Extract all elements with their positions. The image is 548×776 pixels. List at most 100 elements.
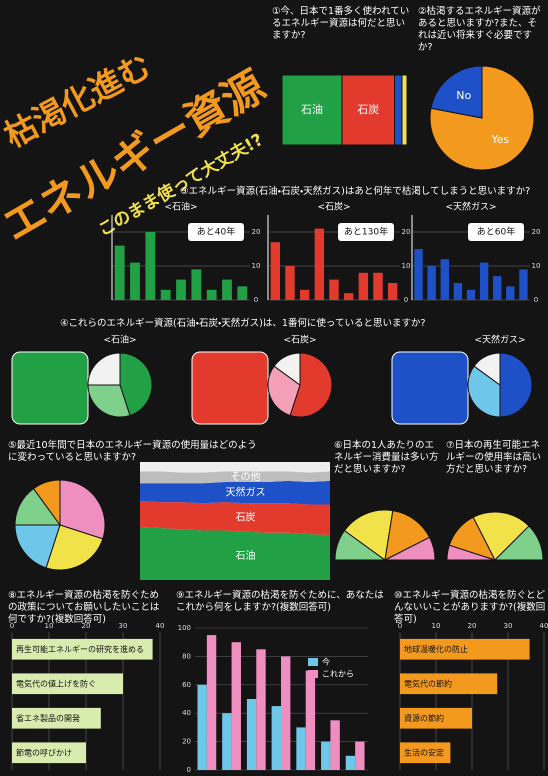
heading: ①今、日本で1番多く使われているエネルギー資源は何だと思いますか?	[272, 6, 410, 41]
bar	[479, 262, 489, 300]
heading: ④これらのエネルギー資源(石油・石炭・天然ガス)は、1番何に使っていると思います…	[60, 318, 426, 329]
heading: ⑥日本の1人あたりのエネルギー消費量は多い方だと思いますか?	[334, 440, 439, 475]
series-label: 天然ガス	[226, 486, 266, 499]
x-tick-label: 40	[540, 622, 548, 630]
bar	[440, 259, 449, 300]
x-tick-label: 10	[45, 622, 54, 630]
bar	[130, 262, 140, 300]
area	[140, 526, 330, 580]
x-tick-label: 20	[82, 622, 91, 630]
segment-label: 石炭	[357, 102, 379, 116]
bar	[12, 742, 86, 764]
bar	[453, 283, 463, 300]
bar	[12, 707, 101, 729]
bar	[345, 755, 356, 770]
slice	[473, 352, 501, 386]
bar	[321, 741, 331, 770]
bar	[373, 272, 383, 300]
panel-label: <石油>	[164, 201, 197, 213]
annotation-box	[188, 223, 244, 241]
bar	[358, 272, 369, 300]
bar	[305, 670, 316, 770]
x-tick-label: 20	[468, 622, 477, 630]
bar-label: 再生可能エネルギーの研究を進める	[16, 644, 144, 654]
bar	[270, 242, 281, 300]
bar	[114, 245, 125, 300]
slice-label: No	[456, 89, 471, 102]
annotation: あと60年	[477, 226, 515, 238]
bar	[330, 720, 340, 770]
slice-label: Yes	[490, 133, 509, 146]
annotation: あと130年	[344, 226, 388, 238]
segment	[341, 74, 395, 146]
panel-label: <石油>	[103, 334, 136, 346]
segment	[401, 74, 408, 146]
segment	[394, 74, 403, 146]
heading: ⑦日本の再生可能エネルギーの使用率は高い方だと思いますか?	[446, 440, 542, 475]
y-tick-label: 10	[252, 262, 261, 270]
bar	[493, 276, 502, 300]
heading: ⑩エネルギー資源の枯渇を防ぐとどんないいことがありますか?(複数回答可)	[394, 590, 546, 625]
slice	[493, 525, 544, 561]
bar-label: 電気代の節約	[404, 678, 452, 688]
bar	[271, 706, 282, 770]
slice	[59, 479, 106, 540]
bar	[197, 684, 207, 770]
y-tick-label: 20	[402, 228, 411, 236]
slice	[267, 365, 301, 417]
slice	[472, 511, 530, 561]
y-tick-label: 60	[182, 681, 191, 689]
bar-label: 地球温暖化の防止	[404, 644, 468, 654]
cylinder	[191, 351, 269, 425]
panel-label: <天然ガス>	[474, 334, 525, 346]
legend-label: これから	[322, 670, 354, 679]
area	[140, 471, 330, 484]
bar	[314, 228, 325, 300]
y-tick-label: 0	[187, 766, 191, 774]
slice	[87, 384, 131, 418]
y-tick-label: 0	[534, 296, 538, 304]
bar	[387, 283, 398, 300]
bar	[160, 289, 171, 300]
heading: ②枯渇するエネルギー資源があると思いますか?また、それは近い将来すぐ必要ですか?	[418, 6, 541, 53]
slice	[467, 365, 501, 418]
y-tick-label: 0	[254, 296, 258, 304]
panel-label: <石炭>	[317, 201, 350, 213]
bar	[12, 638, 153, 660]
slice	[499, 352, 533, 418]
bar	[296, 727, 306, 770]
bar	[281, 656, 291, 770]
legend-label: 今	[322, 657, 330, 667]
segment-label: 石油	[301, 102, 323, 116]
bar	[285, 266, 295, 300]
bar	[246, 699, 257, 770]
x-tick-label: 30	[504, 622, 513, 630]
slice	[14, 524, 61, 569]
series-label: 石油	[236, 549, 256, 562]
annotation-box	[468, 223, 524, 241]
bar-label: 電気代の値上げを防ぐ	[16, 678, 96, 688]
bar	[400, 638, 530, 660]
bar	[299, 289, 310, 300]
bar	[343, 293, 354, 300]
bar	[466, 289, 476, 300]
bar-label: 省エネ製品の開発	[16, 713, 80, 723]
bar	[506, 286, 515, 300]
bar	[12, 673, 123, 695]
bar	[222, 279, 232, 300]
y-tick-label: 10	[402, 262, 411, 270]
bar	[400, 673, 498, 695]
x-tick-label: 30	[119, 622, 128, 630]
series-label: 石炭	[236, 510, 256, 523]
y-tick-label: 0	[404, 296, 408, 304]
slice	[45, 524, 104, 571]
bar	[206, 635, 217, 770]
heading: ⑧エネルギー資源の枯渇を防ぐための政策についてお願いしたいことは何ですか?(複数…	[8, 590, 160, 625]
y-tick-label: 40	[182, 709, 191, 717]
slice	[273, 352, 301, 386]
bar-label: 節電の呼びかけ	[16, 747, 72, 757]
y-tick-label: 20	[182, 738, 191, 746]
bar-label: 生活の安定	[404, 747, 444, 757]
